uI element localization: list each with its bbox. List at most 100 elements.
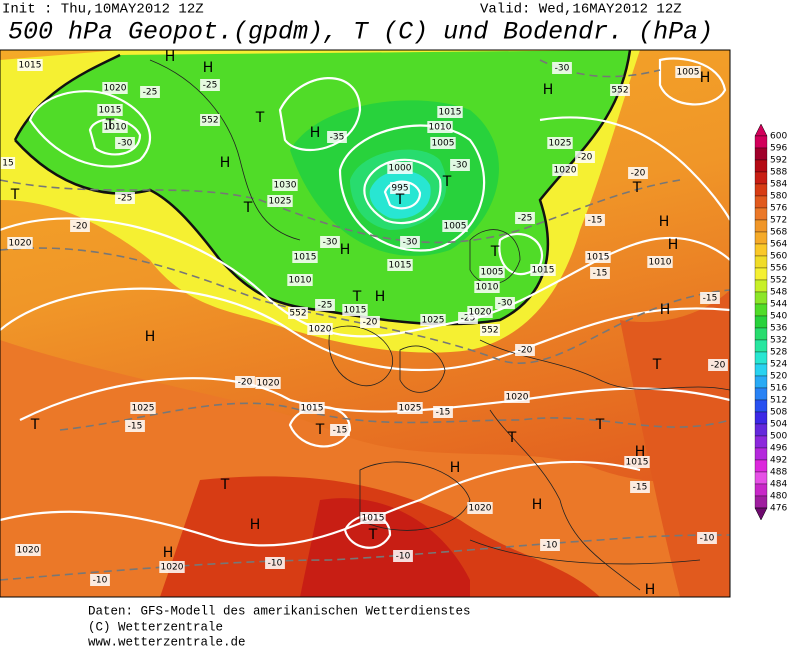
footer-line: (C) Wetterzentrale (88, 620, 223, 634)
colorbar-swatch (754, 255, 768, 269)
label-box (675, 66, 701, 78)
pressure-label: 1015 (439, 108, 462, 118)
pressure-label: 1010 (476, 283, 499, 293)
pressure-label: 1015 (99, 106, 122, 116)
map-label: H (220, 155, 231, 171)
map-label: 552 (480, 324, 500, 336)
cyan-center (369, 170, 431, 219)
map-label: H (543, 82, 554, 98)
pressure-label: 1015 (362, 514, 385, 524)
colorbar-swatch (754, 315, 768, 329)
map-label: 1020 (467, 306, 493, 318)
colorbar-swatch (754, 495, 768, 509)
pressure-label: -20 (578, 153, 593, 163)
pressure-label: -15 (703, 294, 718, 304)
colorbar-swatch (754, 423, 768, 437)
pressure-center-label: T (652, 357, 662, 373)
map-label: 1010 (287, 274, 313, 286)
colorbar-label: 500 (770, 432, 787, 442)
pressure-center-label: T (395, 192, 405, 208)
map-label: -15 (125, 420, 145, 432)
pressure-center-label: T (30, 417, 40, 433)
colorbar-label: 484 (770, 480, 787, 490)
label-box (200, 114, 220, 126)
pressure-center-label: H (163, 545, 174, 561)
map-label: T (105, 117, 115, 133)
label-box (585, 214, 605, 226)
colorbar-label: 516 (770, 384, 787, 394)
map-label: 552 (200, 114, 220, 126)
colorbar-label: 504 (770, 420, 787, 430)
warm-east (620, 290, 730, 597)
pressure-label: -10 (543, 541, 558, 551)
map-label: 15 (0, 157, 16, 169)
map-label: H (310, 125, 321, 141)
pressure-center-label: H (340, 242, 351, 258)
label-box (427, 121, 453, 133)
pressure-label: -25 (518, 214, 533, 224)
colorbar-swatch (754, 483, 768, 497)
colorbar-swatch (754, 243, 768, 257)
map-label: 1010 (647, 256, 673, 268)
map-label: -20 (70, 220, 90, 232)
pressure-label: -15 (593, 269, 608, 279)
colorbar-label: 560 (770, 252, 787, 262)
valid-time: Valid: Wed,16MAY2012 12Z (480, 2, 682, 18)
map-label: H (163, 545, 174, 561)
map-label: H (145, 329, 156, 345)
pressure-center-label: H (660, 302, 671, 318)
map-label: -10 (90, 574, 110, 586)
colorbar-swatch (754, 135, 768, 149)
pressure-label: 1025 (132, 404, 155, 414)
map-label: -15 (700, 292, 720, 304)
colorbar-swatch (754, 183, 768, 197)
map-label: T (30, 417, 40, 433)
pressure-center-label: H (543, 82, 554, 98)
label-box (140, 86, 160, 98)
colorbar-swatch (754, 363, 768, 377)
colorbar-label: 592 (770, 156, 787, 166)
map-label: -30 (320, 236, 340, 248)
colorbar-label: 584 (770, 180, 787, 190)
pressure-label: 1020 (161, 563, 184, 573)
pressure-label: 1025 (549, 139, 572, 149)
label-box (342, 304, 368, 316)
map-label: 1025 (397, 402, 423, 414)
pressure-label: 1015 (389, 261, 412, 271)
map-label: -15 (433, 406, 453, 418)
map-label: H (165, 50, 176, 65)
map-label: 1015 (292, 251, 318, 263)
colorbar-swatch (754, 447, 768, 461)
init-time: Init : Thu,10MAY2012 12Z (2, 2, 204, 18)
colorbar-label: 564 (770, 240, 787, 250)
map-label: 1020 (552, 164, 578, 176)
pressure-label: 1030 (274, 181, 297, 191)
colorbar-swatch (754, 207, 768, 221)
map-area: 1015 1020 -25 1015 1010 -30 15 H H -25 T T H H T 1030 10… (0, 50, 730, 598)
label-box (265, 557, 285, 569)
map-label: 1015 (97, 104, 123, 116)
pressure-label: -20 (711, 361, 726, 371)
label-box (610, 84, 630, 96)
label-box (360, 512, 386, 524)
pressure-center-label: H (645, 582, 656, 598)
pressure-label: -10 (93, 576, 108, 586)
label-box (115, 192, 135, 204)
pressure-label: 552 (611, 86, 628, 96)
colorbar-label: 544 (770, 300, 787, 310)
pressure-label: 1005 (444, 222, 467, 232)
pressure-label: -25 (318, 301, 333, 311)
colorbar-label: 520 (770, 372, 787, 382)
map-label: 1015 (437, 106, 463, 118)
pressure-label: -10 (396, 552, 411, 562)
pressure-label: -30 (323, 238, 338, 248)
colorbar-swatch (754, 351, 768, 365)
pressure-label: 1020 (506, 393, 529, 403)
pressure-label: -15 (128, 422, 143, 432)
pressure-center-label: H (635, 444, 646, 460)
pressure-center-label: H (145, 329, 156, 345)
map-label: 1025 (267, 195, 293, 207)
map-label: 1015 (624, 456, 650, 468)
label-box (647, 256, 673, 268)
